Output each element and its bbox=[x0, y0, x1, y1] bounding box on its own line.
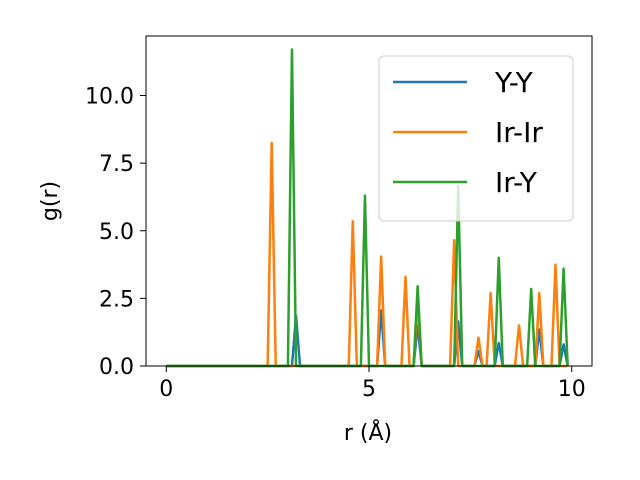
x-tick-label: 10 bbox=[558, 377, 586, 402]
legend-label-ir-y: Ir-Y bbox=[495, 166, 538, 199]
legend: Y-Y Ir-Ir Ir-Y bbox=[378, 55, 574, 222]
y-tick-label: 7.5 bbox=[99, 152, 134, 177]
y-tick-label: 10.0 bbox=[85, 85, 134, 110]
legend-label-y-y: Y-Y bbox=[494, 66, 534, 99]
y-tick-label: 0.0 bbox=[99, 355, 134, 380]
y-tick-label: 5.0 bbox=[99, 220, 134, 245]
y-axis-label: g(r) bbox=[38, 181, 63, 221]
x-tick-label: 0 bbox=[159, 377, 173, 402]
legend-label-ir-ir: Ir-Ir bbox=[495, 116, 543, 149]
x-tick-label: 5 bbox=[362, 377, 376, 402]
axes: 0 5 10 0.0 2.5 5.0 7.5 10.0 bbox=[85, 35, 593, 402]
legend-box bbox=[378, 55, 574, 222]
x-axis-label: r (Å) bbox=[344, 419, 392, 446]
y-tick-label: 2.5 bbox=[99, 287, 134, 312]
